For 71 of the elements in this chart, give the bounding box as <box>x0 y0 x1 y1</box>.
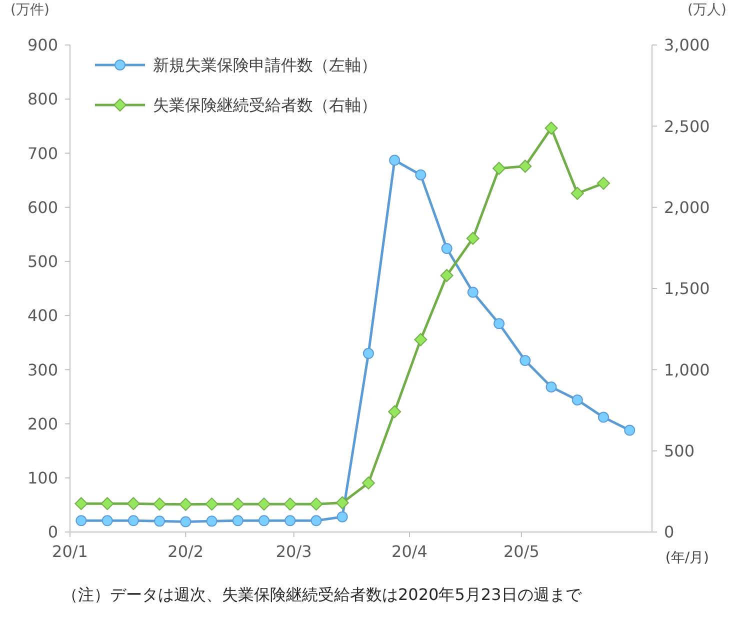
point <box>597 176 610 190</box>
point <box>415 169 426 180</box>
y-tick-label: 600 <box>27 198 58 217</box>
y-tick-label: 200 <box>27 414 58 434</box>
point <box>414 333 428 346</box>
point <box>492 162 506 175</box>
y-axis-title: (万件) <box>10 2 50 18</box>
point <box>310 515 322 526</box>
point <box>102 515 113 526</box>
x-tick-label: 20/2 <box>168 542 204 561</box>
point <box>570 186 584 200</box>
point <box>205 498 218 511</box>
x-tick-label: 20/4 <box>392 542 428 561</box>
point <box>467 286 478 298</box>
point <box>126 497 140 510</box>
y2-tick-label: 0 <box>664 522 674 542</box>
point <box>546 381 557 392</box>
x-axis-title: (年/月) <box>665 550 709 566</box>
point <box>258 498 270 511</box>
point <box>362 348 374 359</box>
y2-tick-label: 1,500 <box>664 279 710 298</box>
point <box>284 515 296 526</box>
point <box>466 232 480 245</box>
legend-label: 失業保険継続受給者数（右軸） <box>153 96 377 115</box>
y-tick-label: 300 <box>27 360 58 380</box>
y2-tick-label: 500 <box>664 441 695 460</box>
point <box>128 515 139 526</box>
y2-tick-label: 2,500 <box>664 116 710 136</box>
y-tick-label: 0 <box>48 522 58 542</box>
point <box>441 242 452 254</box>
point <box>179 498 192 511</box>
point <box>544 122 558 135</box>
y2-tick-label: 1,000 <box>664 360 710 380</box>
y-tick-label: 500 <box>27 252 58 272</box>
point <box>388 405 402 418</box>
point <box>598 412 609 423</box>
y-tick-label: 700 <box>27 144 58 163</box>
point <box>310 498 323 511</box>
point <box>572 394 583 406</box>
y-tick-label: 800 <box>27 90 58 109</box>
point <box>440 269 454 282</box>
point <box>336 496 349 510</box>
point <box>180 516 192 528</box>
text: （注）データは週次、失業保険継続受給者数は2020年5月23日の週まで <box>62 585 582 604</box>
x-tick-label: 20/1 <box>52 542 88 561</box>
point <box>154 516 166 527</box>
y-tick-label: 100 <box>27 468 58 488</box>
point <box>389 154 400 166</box>
x-tick-label: 20/5 <box>503 542 540 561</box>
y-tick-label: 900 <box>27 36 58 55</box>
point <box>624 424 636 436</box>
point <box>494 318 505 330</box>
y-tick-label: 400 <box>27 306 58 326</box>
point <box>518 160 532 173</box>
point <box>206 516 218 527</box>
point <box>74 497 88 510</box>
legend-label: 新規失業保険申請件数（左軸） <box>153 56 377 75</box>
point <box>232 515 244 526</box>
y2-axis-title: (万人) <box>688 2 726 18</box>
point <box>258 515 270 526</box>
point <box>284 498 297 511</box>
point <box>231 498 244 511</box>
point <box>153 498 166 511</box>
point <box>362 476 375 490</box>
y2-tick-label: 2,000 <box>664 198 710 217</box>
point <box>336 511 348 522</box>
point <box>76 515 87 526</box>
x-tick-label: 20/3 <box>276 542 312 561</box>
point <box>100 497 114 510</box>
y2-tick-label: 3,000 <box>664 36 710 55</box>
point <box>520 354 531 366</box>
